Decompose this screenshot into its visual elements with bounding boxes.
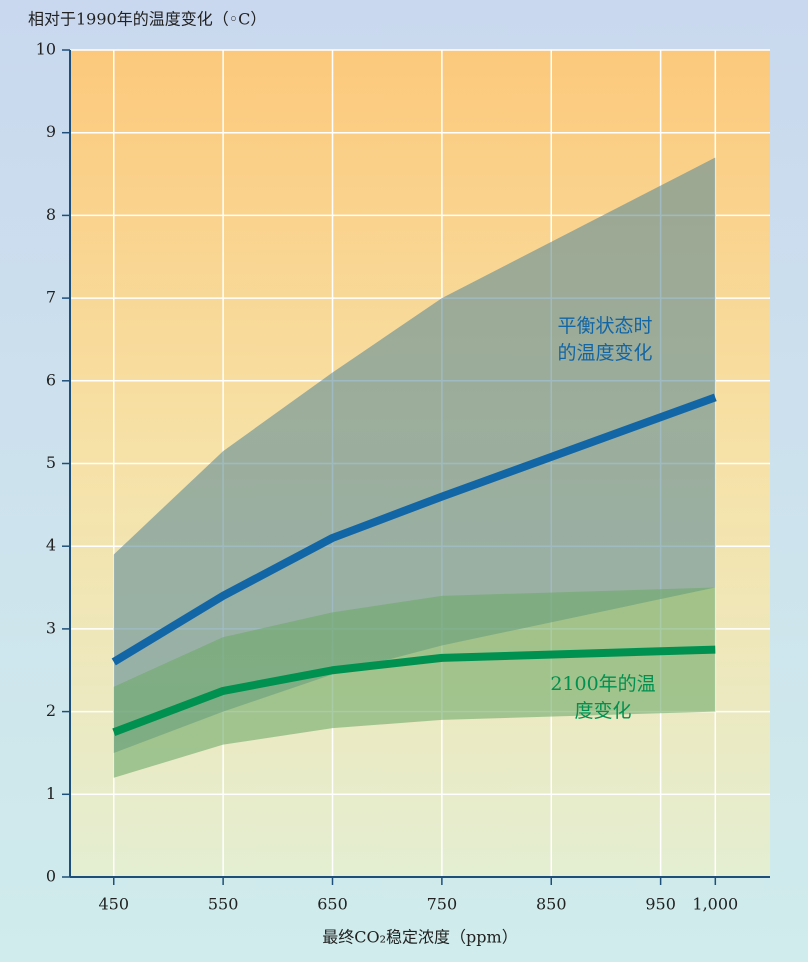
y-tick-label: 4 [46, 536, 56, 555]
y-tick-label: 3 [46, 618, 56, 637]
y-tick-label: 7 [46, 288, 56, 307]
y-tick-label: 8 [46, 205, 56, 224]
chart-title: 相对于1990年的温度变化（◦C） [28, 10, 266, 29]
uncertainty-band [113, 587, 716, 778]
y-tick-label: 10 [36, 40, 56, 59]
annotation: 度变化 [574, 700, 631, 722]
x-tick-label: 450 [98, 895, 129, 914]
x-tick-label: 750 [427, 895, 458, 914]
annotation: 的温度变化 [557, 342, 652, 364]
x-tick-label: 550 [208, 895, 239, 914]
x-tick-label: 650 [317, 895, 348, 914]
line [111, 393, 717, 666]
annotation: 2100年的温 [550, 673, 655, 695]
y-tick-label: 1 [46, 784, 56, 803]
y-tick-label: 2 [46, 701, 56, 720]
annotation: 平衡状态时 [557, 315, 652, 337]
y-tick-label: 9 [46, 122, 56, 141]
y-tick-label: 0 [46, 867, 56, 886]
x-tick-label: 950 [645, 895, 676, 914]
x-axis-label: 最终CO₂稳定浓度（ppm） [322, 928, 517, 947]
x-tick-label: 1,000 [692, 895, 738, 914]
y-tick-label: 6 [46, 370, 56, 389]
line [112, 645, 716, 737]
x-tick-label: 850 [536, 895, 567, 914]
y-tick-label: 5 [46, 453, 56, 472]
